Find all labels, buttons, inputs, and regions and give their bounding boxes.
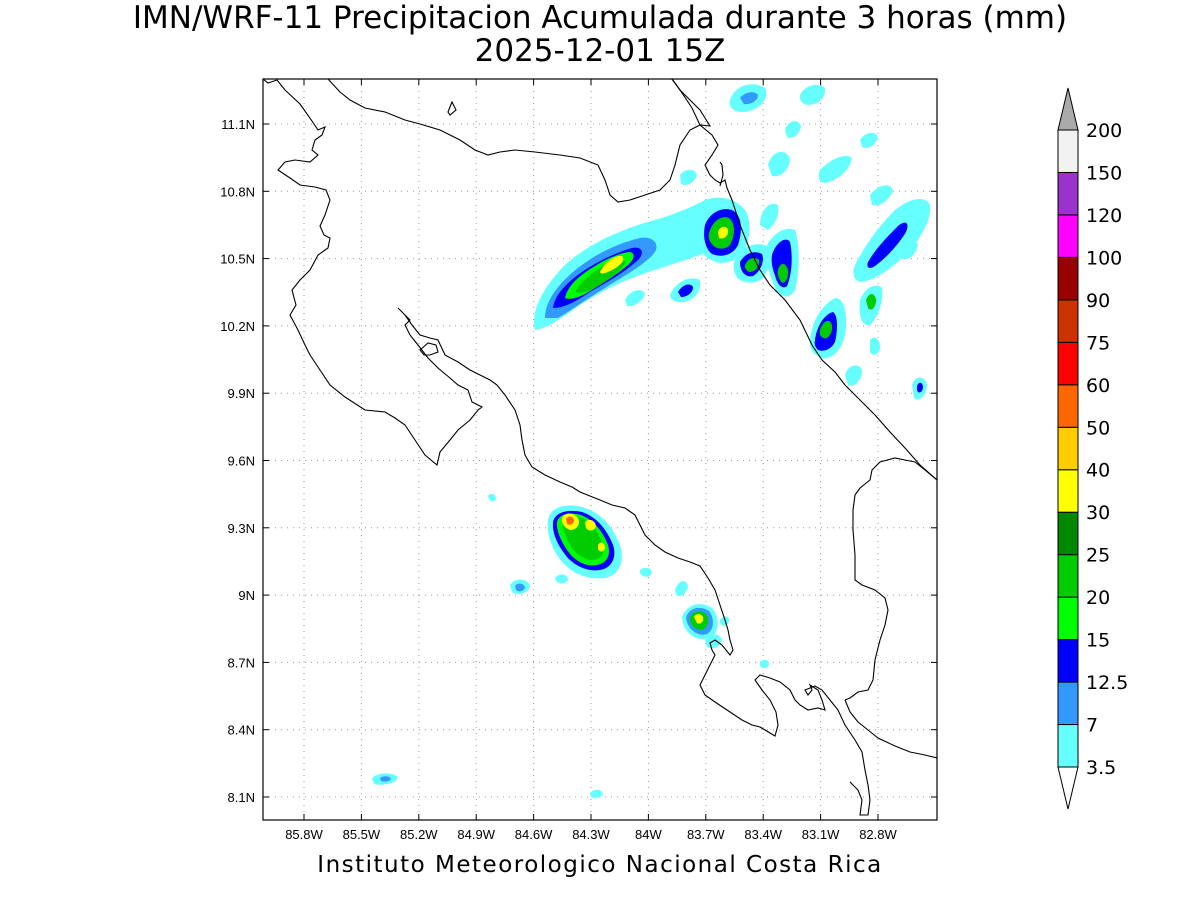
nicaragua-border xyxy=(671,79,937,481)
colorbar-box xyxy=(1057,554,1079,598)
lon-tick-label: 84W xyxy=(635,827,662,842)
lon-tick-label: 84.3W xyxy=(572,827,610,842)
colorbar-box xyxy=(1057,341,1079,386)
island-nicoya xyxy=(419,342,439,356)
lat-tick-label: 9.6N xyxy=(228,454,255,469)
colorbar-box xyxy=(1057,511,1079,556)
lat-tick-label: 8.7N xyxy=(228,655,255,670)
colorbar-box xyxy=(1057,724,1079,768)
colorbar-box xyxy=(1057,681,1079,726)
rain-band-north xyxy=(534,84,931,400)
rain-cell-central xyxy=(488,493,688,596)
lon-tick-label: 83.1W xyxy=(802,827,840,842)
lat-tick-label: 10.8N xyxy=(220,184,255,199)
colorbar-label: 90 xyxy=(1086,290,1110,312)
colorbar-box xyxy=(1057,299,1079,343)
colorbar-label: 100 xyxy=(1086,247,1122,269)
title-line-1: IMN/WRF-11 Precipitacion Acumulada duran… xyxy=(132,0,1068,36)
island-north xyxy=(447,100,457,116)
footer-credit: Instituto Meteorologico Nacional Costa R… xyxy=(317,852,883,878)
colorbar-label: 75 xyxy=(1086,332,1110,354)
lat-tick-label: 10.5N xyxy=(220,252,255,267)
colorbar-box xyxy=(1057,171,1079,216)
colorbar-label: 60 xyxy=(1086,375,1110,397)
rain-cell-south xyxy=(372,604,770,798)
colorbar-arrow-top xyxy=(1057,87,1079,131)
colorbar-label: 15 xyxy=(1086,630,1110,652)
panama-border xyxy=(844,457,937,701)
chart-title: IMN/WRF-11 Precipitacion Acumulada duran… xyxy=(0,2,1200,68)
lon-tick-label: 82.8W xyxy=(859,827,897,842)
colorbar-label: 50 xyxy=(1086,417,1110,439)
lon-tick-label: 84.6W xyxy=(515,827,553,842)
colorbar-box xyxy=(1057,596,1079,641)
lon-tick-label: 83.4W xyxy=(744,827,782,842)
colorbar-box xyxy=(1057,256,1079,301)
lon-tick-label: 85.2W xyxy=(400,827,438,842)
pacific-coastline xyxy=(263,79,871,816)
colorbar-label: 3.5 xyxy=(1086,757,1116,779)
colorbar-arrow-bottom xyxy=(1057,766,1079,810)
colorbar-label: 40 xyxy=(1086,460,1110,482)
colorbar-label: 20 xyxy=(1086,587,1110,609)
colorbar-label: 150 xyxy=(1086,162,1122,184)
caribbean-spit xyxy=(719,161,724,187)
colorbar-box xyxy=(1057,129,1079,173)
colorbar-box xyxy=(1057,639,1079,683)
lat-tick-label: 10.2N xyxy=(220,319,255,334)
lake-nicaragua-shore xyxy=(327,79,712,203)
colorbar-label: 120 xyxy=(1086,205,1122,227)
lon-tick-label: 85.5W xyxy=(343,827,381,842)
colorbar: 3.5 7 12.5 15 20 25 30 40 50 60 75 90 100 120 150 200 xyxy=(1057,87,1128,810)
lat-tick-label: 8.4N xyxy=(228,723,255,738)
precipitation-field xyxy=(372,84,931,798)
colorbar-label: 200 xyxy=(1086,120,1122,142)
lat-tick-label: 9N xyxy=(238,588,255,603)
lat-tick-label: 9.9N xyxy=(228,386,255,401)
lat-tick-label: 8.1N xyxy=(228,790,255,805)
lon-tick-label: 83.7W xyxy=(687,827,725,842)
map-grid xyxy=(263,79,937,820)
map-axes: 85.8W 85.5W 85.2W 84.9W 84.6W 84.3W 84W 83.7W 83… xyxy=(220,79,937,842)
panama-pacific-coast xyxy=(844,699,937,759)
colorbar-box xyxy=(1057,426,1079,471)
colorbar-label: 25 xyxy=(1086,545,1110,567)
lon-tick-label: 85.8W xyxy=(285,827,323,842)
lat-tick-label: 11.1N xyxy=(221,117,255,132)
colorbar-label: 12.5 xyxy=(1086,672,1128,694)
colorbar-box xyxy=(1057,214,1079,258)
colorbar-label: 7 xyxy=(1086,715,1098,737)
colorbar-box xyxy=(1057,469,1079,513)
title-line-2: 2025-12-01 15Z xyxy=(474,33,726,69)
lat-tick-label: 9.3N xyxy=(228,521,255,536)
colorbar-label: 30 xyxy=(1086,502,1110,524)
map-frame xyxy=(262,78,938,821)
colorbar-box xyxy=(1057,384,1079,428)
lon-tick-label: 84.9W xyxy=(457,827,495,842)
coastlines xyxy=(263,79,937,816)
